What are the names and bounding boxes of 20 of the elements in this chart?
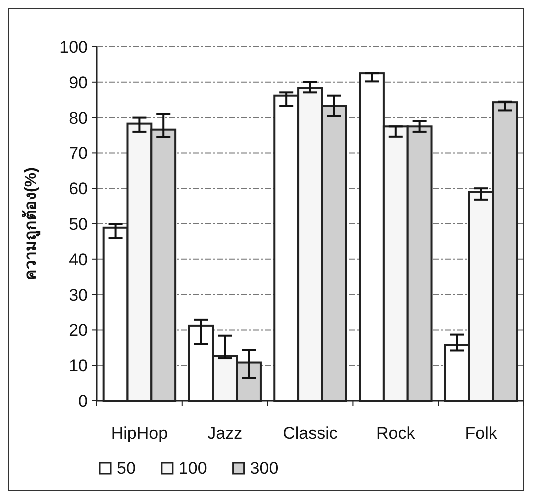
y-axis-title: ความถูกต้อง(%) [22, 168, 42, 280]
y-tick-label: 50 [69, 215, 88, 234]
y-tick-label: 80 [69, 108, 88, 128]
legend-label: 300 [250, 459, 279, 478]
y-tick-label: 70 [69, 144, 88, 164]
y-tick-label: 60 [69, 180, 88, 199]
y-tick-label: 30 [69, 286, 88, 305]
y-tick-label: 0 [78, 392, 88, 411]
y-tick-label: 90 [69, 73, 88, 92]
y-tick-label: 20 [69, 321, 88, 340]
y-tick-label: 10 [69, 356, 88, 376]
y-tick-label: 100 [60, 38, 88, 57]
x-tick-label: Jazz [208, 424, 243, 443]
x-tick-label: Rock [376, 424, 416, 443]
x-tick-label: Classic [283, 424, 338, 443]
x-tick-label: Folk [465, 424, 498, 443]
legend-label: 100 [178, 459, 208, 478]
x-tick-label: HipHop [111, 424, 168, 443]
y-tick-label: 40 [69, 250, 88, 270]
legend-label: 50 [117, 459, 136, 478]
